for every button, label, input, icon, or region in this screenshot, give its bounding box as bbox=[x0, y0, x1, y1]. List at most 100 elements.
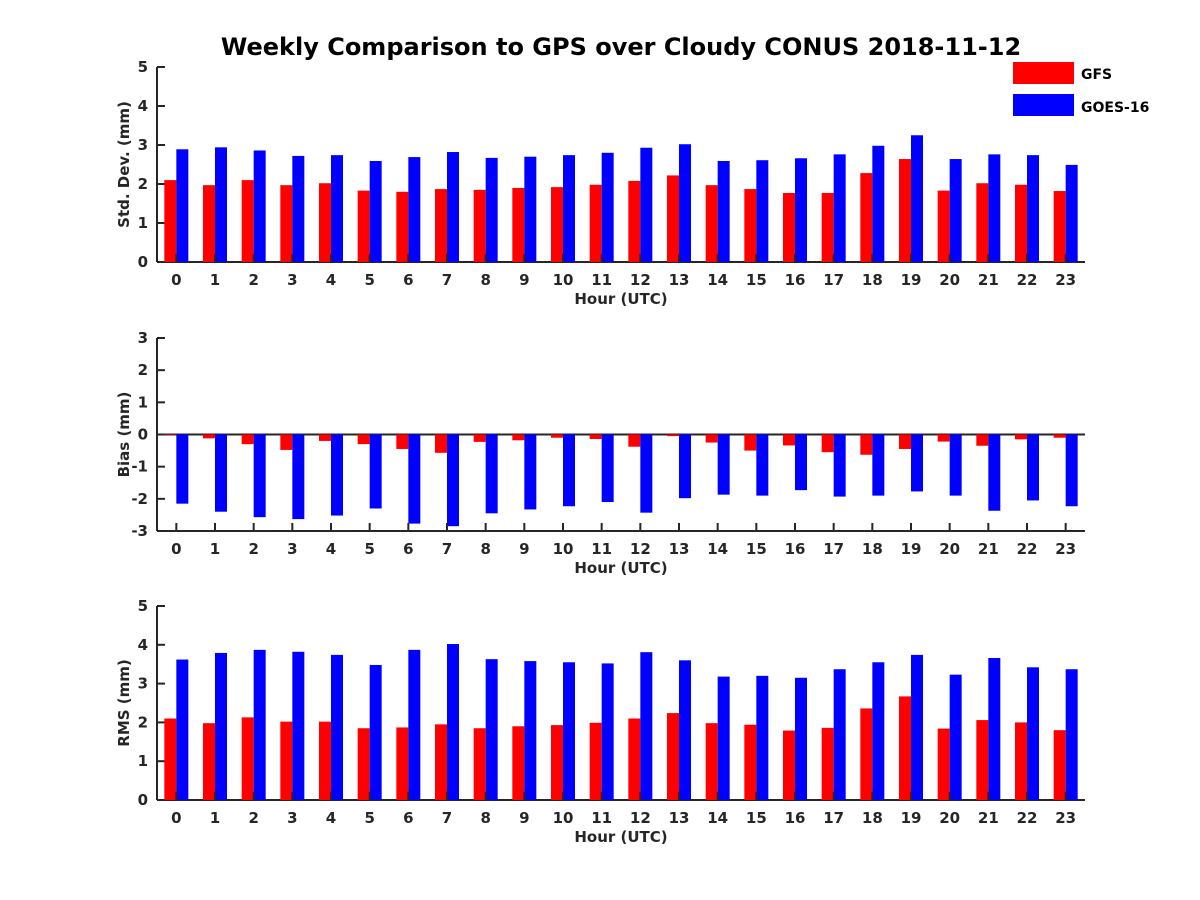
x-tick-label: 17 bbox=[823, 540, 844, 558]
bar-goes-16-11 bbox=[601, 152, 614, 262]
bar-gfs-19 bbox=[899, 434, 911, 449]
bar-gfs-15 bbox=[744, 724, 757, 800]
bar-goes-16-7 bbox=[447, 434, 459, 527]
y-tick-label: 4 bbox=[138, 636, 148, 654]
bar-goes-16-10 bbox=[563, 434, 575, 507]
bar-gfs-1 bbox=[203, 723, 215, 800]
x-tick-label: 16 bbox=[785, 271, 806, 289]
x-tick-label: 5 bbox=[364, 809, 374, 827]
bar-goes-16-6 bbox=[408, 157, 421, 262]
y-tick-label: 3 bbox=[138, 136, 148, 154]
bar-goes-16-22 bbox=[1027, 667, 1039, 800]
bar-goes-16-15 bbox=[756, 675, 769, 800]
bar-goes-16-0 bbox=[176, 659, 189, 800]
bar-goes-16-10 bbox=[563, 662, 575, 800]
x-tick-label: 11 bbox=[591, 271, 612, 289]
x-tick-label: 21 bbox=[978, 540, 999, 558]
bar-goes-16-22 bbox=[1027, 434, 1039, 501]
bar-gfs-22 bbox=[1015, 434, 1027, 440]
bar-gfs-3 bbox=[280, 185, 293, 262]
bar-goes-16-23 bbox=[1065, 164, 1078, 262]
bar-goes-16-16 bbox=[795, 158, 807, 262]
bar-gfs-5 bbox=[357, 728, 370, 800]
bar-gfs-3 bbox=[280, 721, 293, 800]
bar-goes-16-14 bbox=[717, 434, 730, 495]
bar-goes-16-1 bbox=[215, 652, 227, 800]
x-tick-label: 2 bbox=[248, 540, 258, 558]
x-tick-label: 20 bbox=[939, 809, 960, 827]
bar-goes-16-3 bbox=[292, 651, 305, 800]
x-tick-label: 9 bbox=[519, 809, 529, 827]
x-tick-label: 13 bbox=[669, 540, 690, 558]
y-tick-label: 1 bbox=[138, 393, 148, 411]
x-tick-label: 9 bbox=[519, 540, 529, 558]
bar-gfs-1 bbox=[203, 434, 215, 439]
x-tick-label: 22 bbox=[1017, 540, 1038, 558]
bar-gfs-11 bbox=[589, 184, 602, 262]
bar-goes-16-3 bbox=[292, 434, 305, 520]
x-tick-label: 16 bbox=[785, 809, 806, 827]
bar-gfs-21 bbox=[976, 434, 989, 446]
x-tick-label: 0 bbox=[171, 809, 181, 827]
bar-gfs-10 bbox=[551, 725, 563, 800]
x-tick-label: 12 bbox=[630, 271, 651, 289]
x-tick-label: 15 bbox=[746, 540, 767, 558]
bar-goes-16-4 bbox=[331, 155, 343, 262]
bar-goes-16-4 bbox=[331, 654, 343, 800]
bar-gfs-4 bbox=[319, 434, 331, 441]
bar-goes-16-21 bbox=[988, 154, 1001, 262]
bar-gfs-8 bbox=[473, 728, 486, 800]
x-tick-label: 19 bbox=[901, 540, 922, 558]
bar-gfs-15 bbox=[744, 189, 757, 262]
bar-goes-16-6 bbox=[408, 434, 421, 524]
bar-gfs-6 bbox=[396, 191, 409, 262]
bar-goes-16-4 bbox=[331, 434, 343, 516]
x-tick-label: 1 bbox=[210, 540, 220, 558]
legend-label-goes16: GOES-16 bbox=[1081, 100, 1149, 116]
x-tick-label: 21 bbox=[978, 271, 999, 289]
x-tick-label: 17 bbox=[823, 809, 844, 827]
bar-gfs-12 bbox=[628, 180, 641, 262]
bar-goes-16-6 bbox=[408, 649, 421, 800]
y-axis-label: Bias (mm) bbox=[115, 392, 133, 478]
y-axis-label: Std. Dev. (mm) bbox=[115, 101, 133, 228]
x-tick-label: 0 bbox=[171, 271, 181, 289]
x-tick-label: 22 bbox=[1017, 809, 1038, 827]
x-tick-label: 10 bbox=[553, 271, 574, 289]
x-tick-label: 19 bbox=[901, 271, 922, 289]
x-tick-label: 15 bbox=[746, 809, 767, 827]
bar-goes-16-5 bbox=[369, 434, 382, 509]
bar-gfs-23 bbox=[1053, 434, 1066, 438]
bar-goes-16-2 bbox=[253, 150, 266, 262]
chart-title: Weekly Comparison to GPS over Cloudy CON… bbox=[221, 33, 1021, 61]
x-tick-label: 6 bbox=[403, 271, 413, 289]
x-axis-label: Hour (UTC) bbox=[574, 290, 667, 308]
x-tick-label: 2 bbox=[248, 271, 258, 289]
bar-goes-16-17 bbox=[833, 154, 846, 262]
y-tick-label: 0 bbox=[138, 253, 148, 271]
bar-gfs-18 bbox=[860, 434, 873, 455]
bar-goes-16-13 bbox=[679, 144, 691, 262]
bar-gfs-7 bbox=[435, 434, 447, 453]
y-tick-label: -2 bbox=[131, 490, 148, 508]
bar-gfs-14 bbox=[705, 723, 718, 800]
y-tick-label: 2 bbox=[138, 175, 148, 193]
y-tick-label: 3 bbox=[138, 329, 148, 347]
bar-gfs-4 bbox=[319, 721, 331, 800]
x-tick-label: 12 bbox=[630, 540, 651, 558]
bar-goes-16-22 bbox=[1027, 155, 1039, 262]
bar-gfs-8 bbox=[473, 189, 486, 262]
bar-goes-16-21 bbox=[988, 434, 1001, 511]
bar-goes-16-0 bbox=[176, 434, 189, 504]
bar-gfs-6 bbox=[396, 434, 409, 449]
bar-gfs-7 bbox=[435, 189, 447, 262]
x-tick-label: 0 bbox=[171, 540, 181, 558]
x-axis-label: Hour (UTC) bbox=[574, 828, 667, 846]
y-axis-label: RMS (mm) bbox=[115, 659, 133, 746]
bar-gfs-7 bbox=[435, 724, 447, 800]
y-tick-label: 1 bbox=[138, 214, 148, 232]
bar-gfs-19 bbox=[899, 696, 911, 800]
